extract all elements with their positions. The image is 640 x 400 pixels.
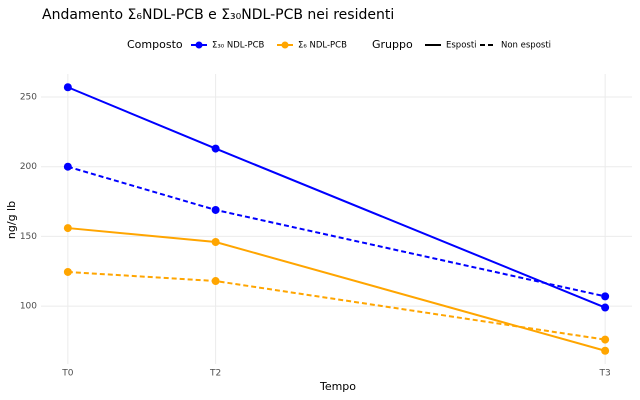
data-point xyxy=(601,346,610,355)
data-point xyxy=(211,277,220,286)
x-tick-label: T3 xyxy=(599,369,611,379)
y-tick-label: 200 xyxy=(20,162,37,172)
y-tick-label: 150 xyxy=(20,232,37,242)
legend-label: Σ₃₀ NDL-PCB xyxy=(212,41,265,51)
legend-swatch xyxy=(281,41,289,49)
data-point xyxy=(601,303,610,312)
y-tick-label: 250 xyxy=(20,93,37,103)
legend-swatch xyxy=(195,41,203,49)
x-axis-label: Tempo xyxy=(319,380,356,393)
data-point xyxy=(63,224,72,233)
data-point xyxy=(63,162,72,171)
data-point xyxy=(601,292,610,301)
legend-title: Composto xyxy=(127,38,183,51)
y-axis-label: ng/g lb xyxy=(5,201,18,239)
data-line xyxy=(67,86,606,309)
data-point xyxy=(211,205,220,214)
data-point xyxy=(211,144,220,153)
y-tick-label: 100 xyxy=(20,302,37,312)
x-tick-label: T2 xyxy=(209,369,221,379)
data-point xyxy=(601,335,610,344)
legend-title: Gruppo xyxy=(372,38,413,51)
x-tick-label: T0 xyxy=(61,369,73,379)
legend-label: Esposti xyxy=(446,41,477,51)
data-point xyxy=(63,83,72,92)
data-point xyxy=(63,267,72,276)
data-line xyxy=(67,227,606,352)
data-point xyxy=(211,238,220,247)
legend-label: Σ₆ NDL-PCB xyxy=(298,41,347,51)
legend-label: Non esposti xyxy=(501,41,551,51)
chart-title: Andamento Σ₆NDL-PCB e Σ₃₀NDL-PCB nei res… xyxy=(42,7,394,23)
